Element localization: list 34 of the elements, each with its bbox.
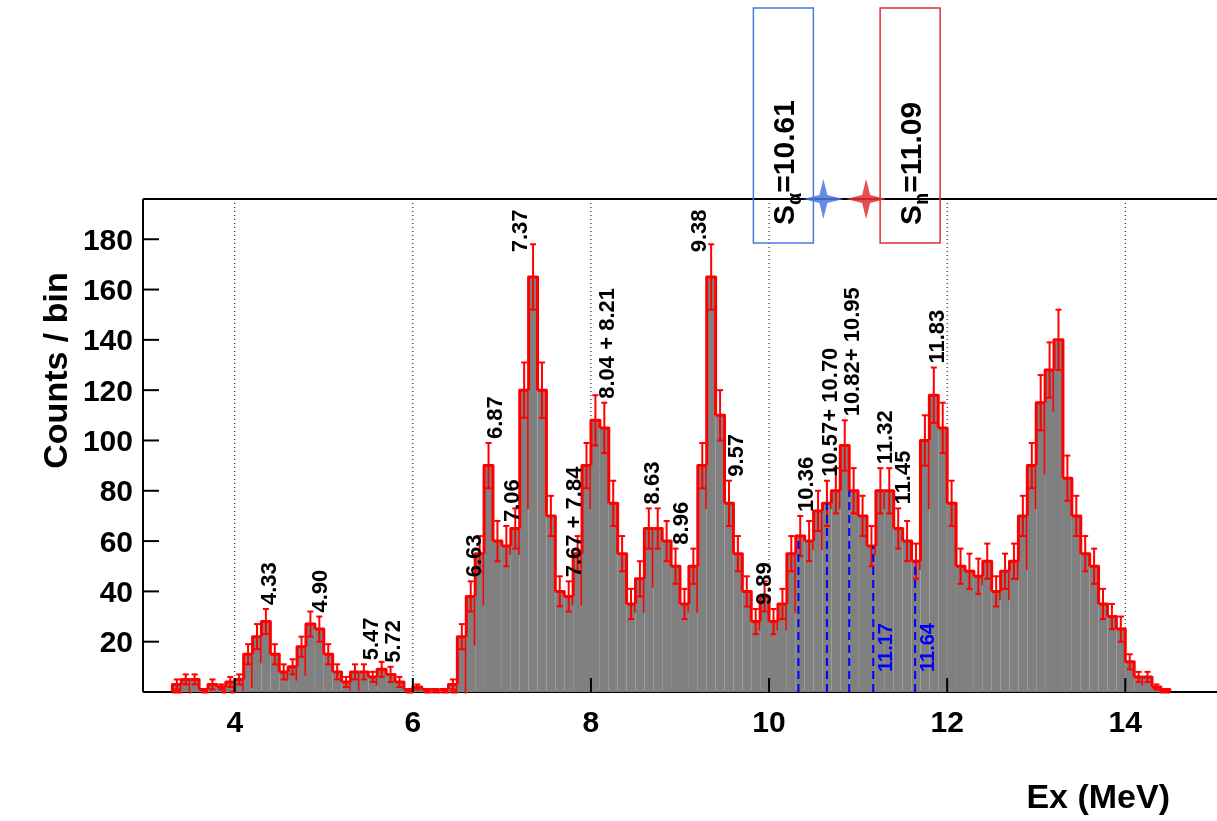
y-tick-label: 40	[99, 574, 133, 608]
annotation: 11.83	[923, 309, 949, 364]
annotation: 9.89	[750, 562, 776, 605]
annotation: 6.63	[460, 534, 486, 578]
annotation: 7.37	[506, 209, 532, 253]
x-tick-label: 4	[226, 705, 244, 738]
y-tick-label: 100	[82, 423, 133, 457]
x-axis-title: Ex (MeV)	[1026, 777, 1170, 815]
y-tick-label: 180	[82, 222, 133, 256]
y-tick-label: 160	[82, 273, 133, 307]
annotation: 8.63	[638, 461, 664, 505]
annotation: 10.36	[792, 456, 818, 512]
x-tick-label: 6	[404, 705, 422, 738]
annotation: 7.06	[498, 479, 524, 522]
y-tick-label: 120	[82, 373, 133, 407]
y-tick-label: 80	[99, 474, 133, 508]
y-tick-label: 20	[99, 625, 133, 659]
x-tick-label: 12	[930, 705, 964, 738]
annotation: 9.57	[722, 433, 748, 477]
annotation: 4.90	[306, 569, 332, 613]
y-tick-label: 60	[99, 524, 133, 558]
ref-line-label: 11.17	[874, 623, 897, 672]
annotation: 4.33	[255, 562, 281, 605]
x-tick-label: 8	[582, 705, 600, 738]
y-tick-label: 140	[82, 323, 133, 357]
annotation: 7.67 + 7.84	[560, 465, 586, 578]
x-tick-label: 14	[1108, 705, 1143, 738]
annotation: 8.96	[667, 501, 693, 545]
annotation: 8.04 + 8.21	[593, 288, 619, 399]
x-tick-label: 10	[752, 705, 786, 738]
y-axis-title: Counts / bin	[36, 272, 74, 469]
ref-line-label: 11.64	[916, 622, 939, 672]
annotation: 9.38	[685, 209, 711, 253]
annotation: 6.87	[481, 396, 507, 439]
